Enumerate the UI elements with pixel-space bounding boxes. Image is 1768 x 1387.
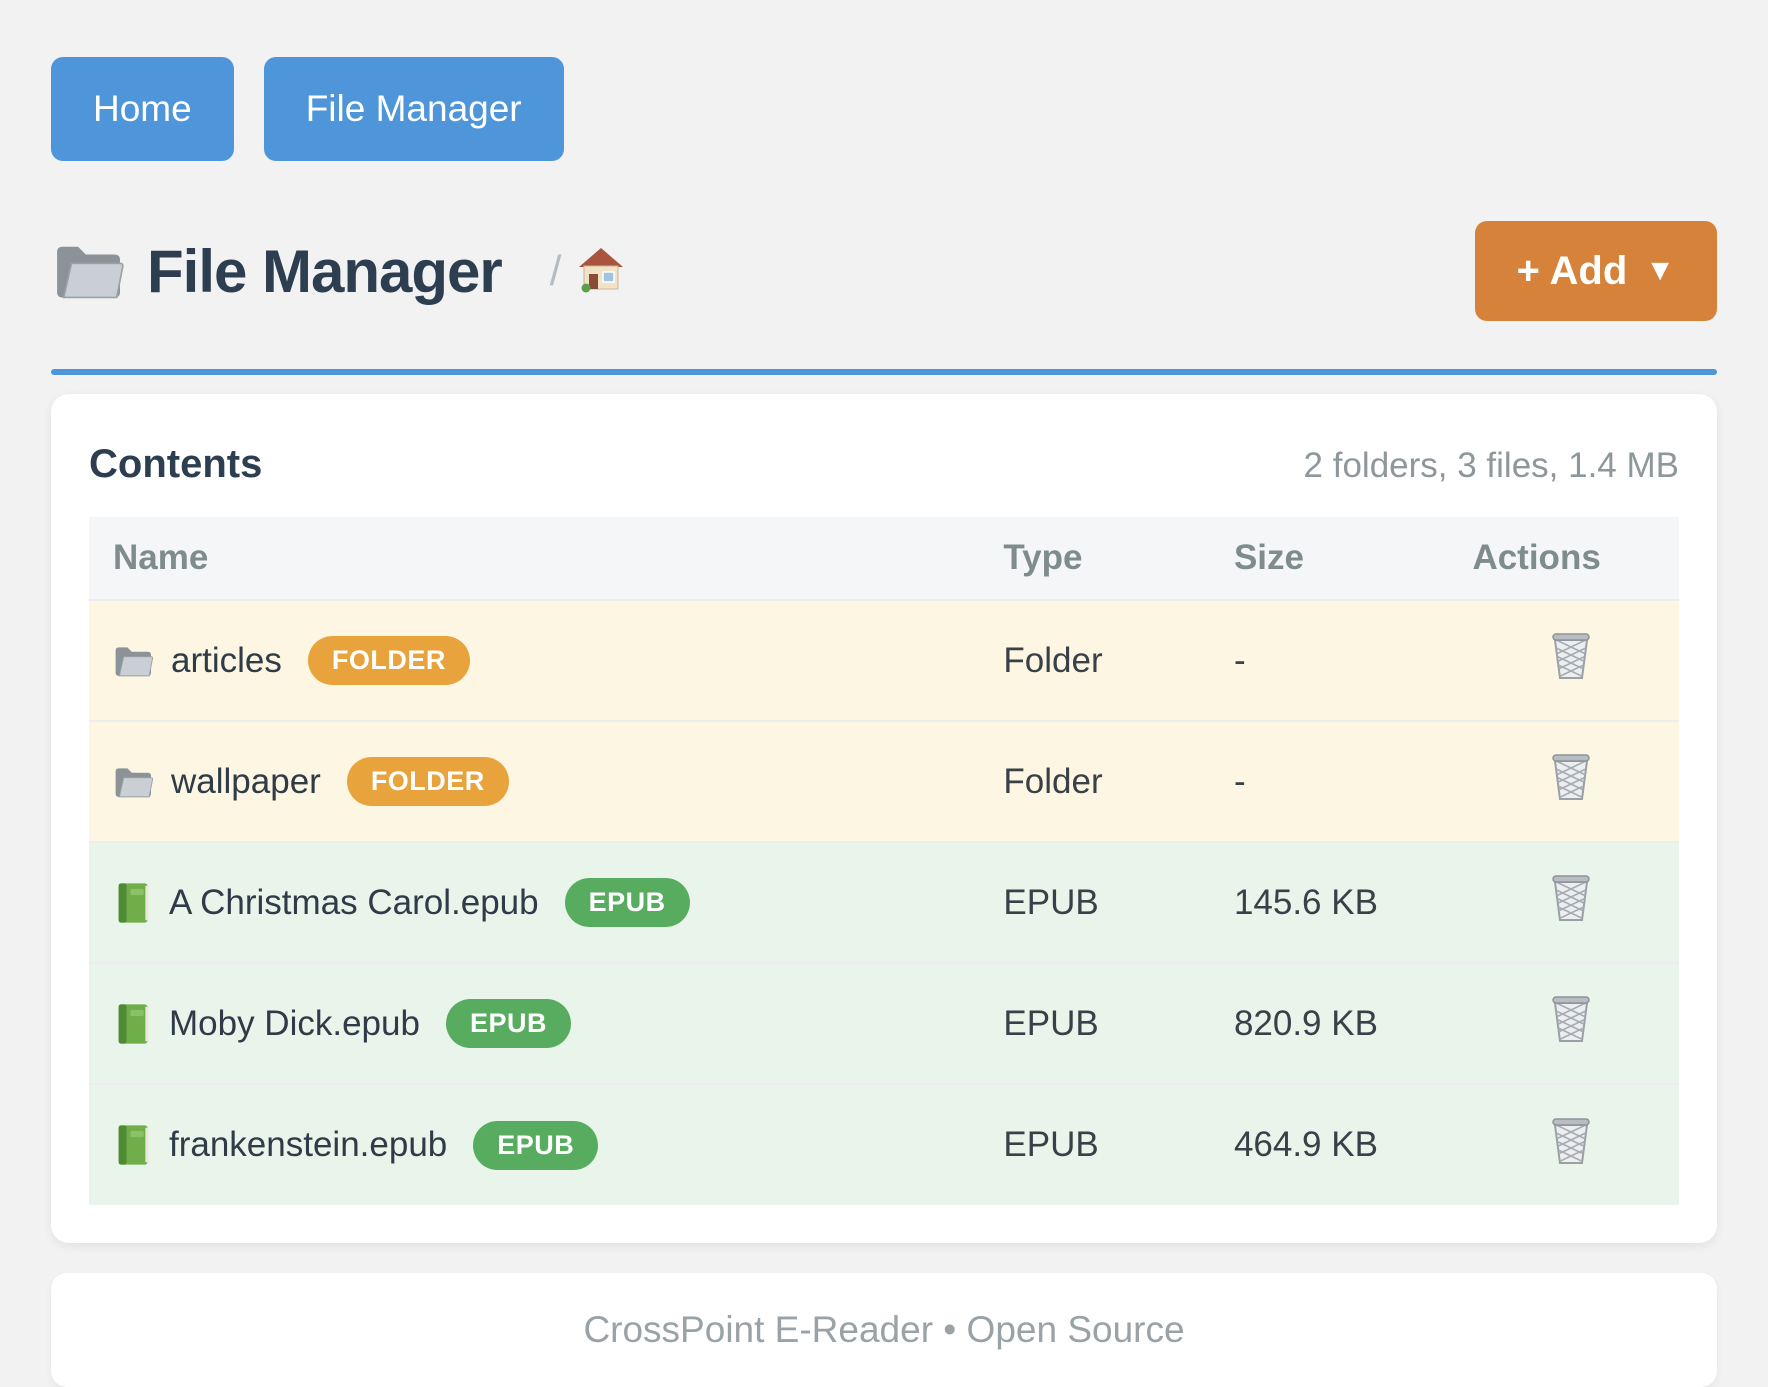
- file-table: Name Type Size Actions articles FOLDER: [89, 517, 1679, 1205]
- file-name-link[interactable]: articles: [171, 641, 282, 681]
- table-row[interactable]: frankenstein.epub EPUB EPUB 464.9 KB: [89, 1084, 1679, 1205]
- trash-icon: [1548, 752, 1594, 802]
- folder-icon: [113, 643, 153, 679]
- page-header: File Manager / + Add ▼: [51, 221, 1717, 321]
- column-header-size: Size: [1210, 517, 1449, 600]
- size-cell: 145.6 KB: [1210, 842, 1449, 963]
- footer-text: CrossPoint E-Reader • Open Source: [583, 1309, 1184, 1351]
- type-cell: Folder: [979, 721, 1210, 842]
- delete-button[interactable]: [1548, 873, 1594, 923]
- trash-icon: [1548, 631, 1594, 681]
- table-row[interactable]: wallpaper FOLDER Folder -: [89, 721, 1679, 842]
- type-cell: EPUB: [979, 1084, 1210, 1205]
- nav-file-manager-button[interactable]: File Manager: [264, 57, 564, 161]
- book-icon: [113, 881, 151, 925]
- chevron-down-icon: ▼: [1645, 254, 1675, 288]
- delete-button[interactable]: [1548, 631, 1594, 681]
- table-row[interactable]: Moby Dick.epub EPUB EPUB 820.9 KB: [89, 963, 1679, 1084]
- contents-heading: Contents: [89, 442, 262, 487]
- size-cell: -: [1210, 721, 1449, 842]
- file-name-link[interactable]: wallpaper: [171, 762, 321, 802]
- table-header-row: Name Type Size Actions: [89, 517, 1679, 600]
- type-cell: Folder: [979, 600, 1210, 721]
- nav-home-button[interactable]: Home: [51, 57, 234, 161]
- trash-icon: [1548, 873, 1594, 923]
- column-header-type: Type: [979, 517, 1210, 600]
- contents-summary: 2 folders, 3 files, 1.4 MB: [1304, 446, 1679, 486]
- file-name-link[interactable]: A Christmas Carol.epub: [169, 883, 539, 923]
- size-cell: 464.9 KB: [1210, 1084, 1449, 1205]
- size-cell: -: [1210, 600, 1449, 721]
- title-divider: [51, 369, 1717, 375]
- folder-icon: [51, 239, 125, 303]
- delete-button[interactable]: [1548, 1116, 1594, 1166]
- book-icon: [113, 1002, 151, 1046]
- contents-card-header: Contents 2 folders, 3 files, 1.4 MB: [89, 442, 1679, 487]
- type-badge: EPUB: [446, 999, 571, 1048]
- delete-button[interactable]: [1548, 752, 1594, 802]
- column-header-name: Name: [89, 517, 979, 600]
- add-button-label: + Add: [1517, 249, 1628, 294]
- table-row[interactable]: A Christmas Carol.epub EPUB EPUB 145.6 K…: [89, 842, 1679, 963]
- contents-card: Contents 2 folders, 3 files, 1.4 MB Name…: [51, 394, 1717, 1243]
- file-name-link[interactable]: Moby Dick.epub: [169, 1004, 420, 1044]
- type-badge: EPUB: [565, 878, 690, 927]
- file-name-link[interactable]: frankenstein.epub: [169, 1125, 447, 1165]
- trash-icon: [1548, 994, 1594, 1044]
- type-cell: EPUB: [979, 842, 1210, 963]
- type-badge: EPUB: [473, 1121, 598, 1170]
- add-button[interactable]: + Add ▼: [1475, 221, 1717, 321]
- home-icon[interactable]: [577, 245, 625, 298]
- size-cell: 820.9 KB: [1210, 963, 1449, 1084]
- trash-icon: [1548, 1116, 1594, 1166]
- footer: CrossPoint E-Reader • Open Source: [51, 1273, 1717, 1387]
- type-cell: EPUB: [979, 963, 1210, 1084]
- folder-icon: [113, 764, 153, 800]
- title-wrap: File Manager /: [51, 237, 625, 306]
- column-header-actions: Actions: [1448, 517, 1679, 600]
- top-navigation: Home File Manager: [0, 0, 1768, 161]
- type-badge: FOLDER: [308, 636, 470, 685]
- table-row[interactable]: articles FOLDER Folder -: [89, 600, 1679, 721]
- type-badge: FOLDER: [347, 757, 509, 806]
- breadcrumb-separator: /: [550, 247, 562, 295]
- delete-button[interactable]: [1548, 994, 1594, 1044]
- book-icon: [113, 1123, 151, 1167]
- breadcrumb: /: [550, 245, 626, 298]
- page-title: File Manager: [147, 237, 502, 306]
